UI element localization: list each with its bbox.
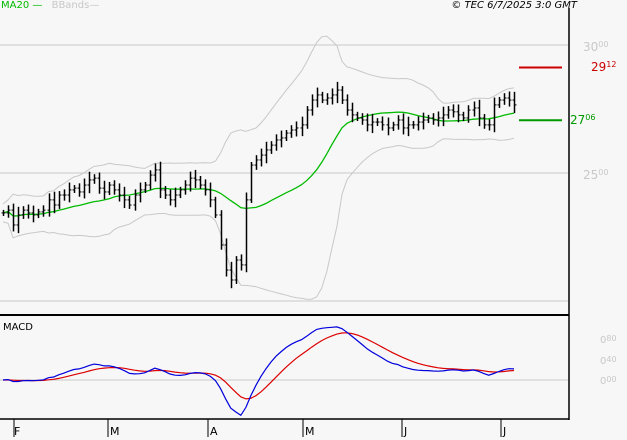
macd-title: MACD (3, 322, 33, 333)
bband-lower (2, 137, 515, 300)
bband-upper (2, 35, 515, 205)
x-tick: J (404, 425, 408, 438)
macd-signal-line (2, 332, 515, 400)
macd-tick-000: 000 (600, 375, 617, 387)
legend: MA20 — BBands— (1, 0, 100, 11)
copyright: © TEC 6/7/2025 3:0 GMT (451, 0, 577, 11)
x-tick: A (210, 425, 218, 438)
y-tick-25: 2500 (583, 168, 609, 182)
resistance-label: 2912 (591, 60, 617, 74)
x-tick: M (305, 425, 315, 438)
legend-ma20: MA20 (1, 0, 30, 11)
macd-tick-080: 080 (600, 334, 617, 346)
x-tick: M (110, 425, 120, 438)
support-label: 2706 (570, 113, 596, 127)
y-tick-30: 3000 (583, 40, 609, 54)
macd-line (2, 326, 515, 417)
macd-tick-040: 040 (600, 355, 617, 367)
legend-bbands: BBands (51, 0, 90, 11)
x-tick: F (14, 425, 21, 438)
x-tick: J (503, 425, 507, 438)
ma20-line (2, 111, 515, 217)
